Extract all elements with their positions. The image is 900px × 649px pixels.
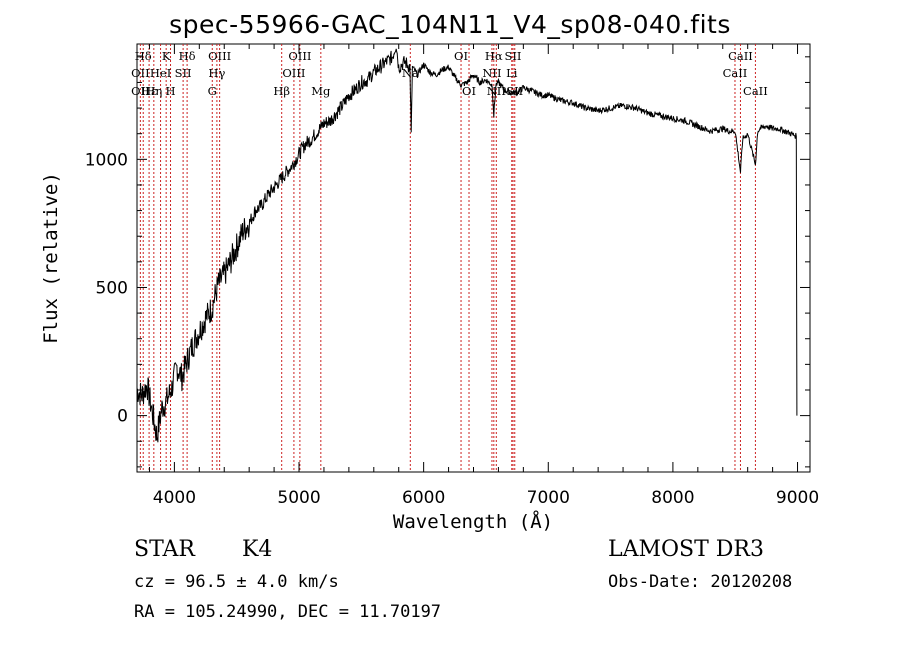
y-tick-label: 1000 [85, 150, 128, 170]
object-subclass: K4 [242, 537, 273, 562]
y-axis-label: Flux (relative) [40, 172, 62, 344]
survey-name: LAMOST DR3 [608, 537, 764, 562]
line-marker-label: OI [454, 49, 468, 63]
line-marker-label: Hδ [135, 49, 152, 63]
plot-frame [136, 43, 811, 473]
x-tick-label: 7000 [527, 488, 570, 508]
line-marker-label: SII [505, 49, 522, 63]
line-marker-label: Li [506, 66, 518, 80]
x-tick-label: 6000 [402, 488, 445, 508]
line-marker-label: Hδ [179, 49, 196, 63]
line-marker-label: HeI [150, 66, 171, 80]
y-axis-ticks: 0 500 1000 [85, 56, 810, 468]
line-marker-label: OII [131, 66, 150, 80]
line-marker-label: NII [482, 66, 501, 80]
line-marker-label: CaII [743, 84, 768, 98]
line-marker-label: OIII [282, 66, 305, 80]
x-tick-label: 4000 [153, 488, 196, 508]
x-axis-ticks: 4000 5000 6000 7000 8000 9000 [148, 44, 819, 508]
object-type: STAR [134, 537, 195, 562]
line-marker-label: OIII [288, 49, 311, 63]
spectrum-series-line [136, 48, 798, 443]
line-marker-label: H [166, 84, 176, 98]
line-marker-label: Hβ [273, 84, 290, 98]
line-marker-group [139, 44, 756, 472]
line-marker-label: OIII [208, 49, 231, 63]
line-marker-label: CaII [723, 66, 748, 80]
x-tick-label: 9000 [776, 488, 819, 508]
y-tick-label: 500 [96, 278, 128, 298]
coordinates-readout: RA = 105.24990, DEC = 11.70197 [134, 602, 442, 622]
line-marker-label: OI [462, 84, 476, 98]
line-marker-label: Hη [145, 84, 162, 98]
line-marker-label: K [162, 49, 171, 63]
line-marker-label: G [208, 84, 217, 98]
line-marker-label: Hε [141, 84, 157, 98]
line-marker-label: CaII [728, 49, 753, 63]
x-tick-label: 8000 [651, 488, 694, 508]
line-marker-label: Hα [485, 49, 503, 63]
x-axis-label: Wavelength (Å) [393, 510, 553, 533]
y-tick-label: 0 [117, 407, 128, 427]
line-marker-label: SII [175, 66, 192, 80]
line-marker-label: Hγ [208, 66, 225, 80]
redshift-readout: cz = 96.5 ± 4.0 km/s [134, 572, 339, 592]
x-tick-label: 5000 [277, 488, 320, 508]
obs-date-readout: Obs-Date: 20120208 [608, 572, 793, 592]
chart-title: spec-55966-GAC_104N11_V4_sp08-040.fits [169, 10, 731, 39]
line-marker-label: Mg [311, 84, 331, 98]
line-marker-label: OII [131, 84, 150, 98]
